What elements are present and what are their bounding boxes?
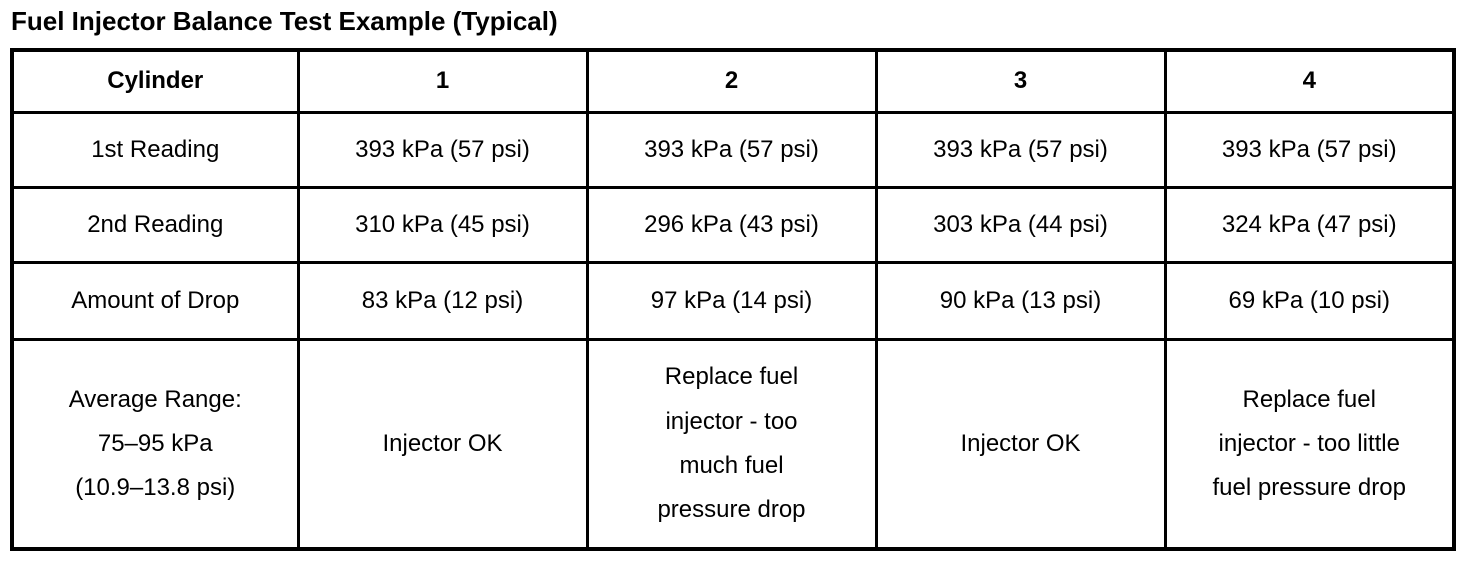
cell-1st-reading-cyl3: 393 kPa (57 psi) [874, 110, 1167, 189]
header-cell-cylinder: Cylinder [10, 48, 300, 114]
row-label-amount-of-drop: Amount of Drop [10, 260, 300, 341]
row-label-average-range: Average Range: 75–95 kPa (10.9–13.8 psi) [10, 337, 300, 551]
cell-2nd-reading-cyl1: 310 kPa (45 psi) [296, 185, 589, 264]
cell-2nd-reading-cyl2: 296 kPa (43 psi) [585, 185, 878, 264]
cell-2nd-reading-cyl4: 324 kPa (47 psi) [1163, 185, 1456, 264]
cell-drop-cyl3: 90 kPa (13 psi) [874, 260, 1167, 341]
table-row-average-range: Average Range: 75–95 kPa (10.9–13.8 psi)… [10, 337, 1456, 551]
cell-verdict-cyl4: Replace fuel injector - too little fuel … [1163, 337, 1456, 551]
header-cell-cylinder-4: 4 [1163, 48, 1456, 114]
table-header-row: Cylinder 1 2 3 4 [10, 48, 1456, 114]
cell-1st-reading-cyl4: 393 kPa (57 psi) [1163, 110, 1456, 189]
header-cell-cylinder-3: 3 [874, 48, 1167, 114]
table-row-2nd-reading: 2nd Reading 310 kPa (45 psi) 296 kPa (43… [10, 185, 1456, 264]
row-label-1st-reading: 1st Reading [10, 110, 300, 189]
header-cell-cylinder-2: 2 [585, 48, 878, 114]
cell-verdict-cyl2: Replace fuel injector - too much fuel pr… [585, 337, 878, 551]
cell-1st-reading-cyl1: 393 kPa (57 psi) [296, 110, 589, 189]
table-row-1st-reading: 1st Reading 393 kPa (57 psi) 393 kPa (57… [10, 110, 1456, 189]
cell-drop-cyl1: 83 kPa (12 psi) [296, 260, 589, 341]
cell-drop-cyl2: 97 kPa (14 psi) [585, 260, 878, 341]
table-row-amount-of-drop: Amount of Drop 83 kPa (12 psi) 97 kPa (1… [10, 260, 1456, 341]
cell-1st-reading-cyl2: 393 kPa (57 psi) [585, 110, 878, 189]
header-cell-cylinder-1: 1 [296, 48, 589, 114]
row-label-2nd-reading: 2nd Reading [10, 185, 300, 264]
cell-2nd-reading-cyl3: 303 kPa (44 psi) [874, 185, 1167, 264]
cell-verdict-cyl3: Injector OK [874, 337, 1167, 551]
fuel-injector-balance-table: Cylinder 1 2 3 4 1st Reading 393 kPa (57… [10, 48, 1456, 551]
page-title: Fuel Injector Balance Test Example (Typi… [11, 6, 558, 36]
cell-verdict-cyl1: Injector OK [296, 337, 589, 551]
cell-drop-cyl4: 69 kPa (10 psi) [1163, 260, 1456, 341]
